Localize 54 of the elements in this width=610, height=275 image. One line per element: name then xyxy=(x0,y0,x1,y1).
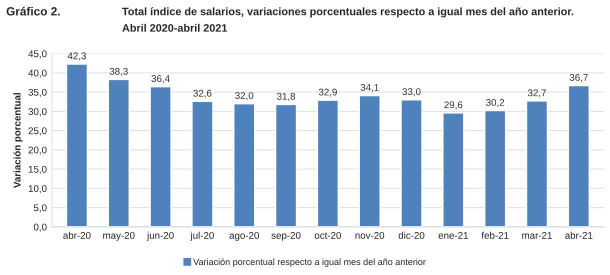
chart-subtitle: Abril 2020-abril 2021 xyxy=(122,24,228,32)
data-label: 32,7 xyxy=(528,89,546,98)
y-tick-label: 25,0 xyxy=(28,127,47,136)
x-tick-label: oct-20 xyxy=(314,232,342,239)
bar xyxy=(108,78,130,227)
y-tick-label: 35,0 xyxy=(28,88,47,97)
bar xyxy=(442,112,464,227)
chart-title: Total índice de salarios, variaciones porcentuales respecto a igual mes del año anterior. xyxy=(122,7,574,18)
y-tick-label: 10,0 xyxy=(28,185,47,194)
y-tick-label: 45,0 xyxy=(28,50,47,58)
bar xyxy=(526,100,548,227)
data-label: 36,4 xyxy=(152,75,170,84)
x-tick-label: ago-20 xyxy=(230,232,259,241)
bar xyxy=(191,100,214,227)
data-label: 29,6 xyxy=(444,101,462,110)
text: Gráfico 2. xyxy=(6,6,60,16)
x-tick-label: jun-20 xyxy=(146,232,174,241)
x-tick-label: jul-20 xyxy=(190,232,214,241)
y-axis-title: Variación porcentual xyxy=(13,93,23,188)
y-tick-label: 30,0 xyxy=(28,108,47,116)
bar xyxy=(316,100,340,227)
data-label: 32,9 xyxy=(318,88,337,97)
bar xyxy=(66,63,88,227)
data-label: 30,2 xyxy=(486,99,504,108)
y-tick-label: 5,0 xyxy=(34,204,47,212)
data-label: 42,3 xyxy=(68,52,86,60)
x-tick-label: nov-20 xyxy=(355,232,384,239)
x-tick-label: feb-21 xyxy=(482,232,508,239)
bar xyxy=(568,84,590,227)
y-tick-label: 0,0 xyxy=(34,224,47,232)
data-label: 34,1 xyxy=(360,84,379,92)
x-tick-label: may-20 xyxy=(103,232,135,241)
bar xyxy=(274,104,298,227)
y-tick-label: 40,0 xyxy=(28,70,47,78)
legend-label: Variación porcentual respecto a igual mes del año anterior xyxy=(193,258,426,267)
bar xyxy=(149,86,172,227)
y-tick-label: 20,0 xyxy=(28,146,47,155)
x-tick-label: abr-20 xyxy=(63,232,91,239)
x-tick-label: abr-21 xyxy=(565,232,592,239)
bar xyxy=(233,102,256,227)
data-label: 31,8 xyxy=(276,92,296,101)
bar xyxy=(358,94,381,227)
x-tick-label: ene-21 xyxy=(438,232,468,239)
x-tick-label: dic-20 xyxy=(398,232,424,239)
data-label: 38,3 xyxy=(110,68,128,76)
data-label: 32,6 xyxy=(193,90,212,98)
data-label: 32,0 xyxy=(235,92,254,100)
data-label: 33,0 xyxy=(402,88,421,96)
y-tick-label: 15,0 xyxy=(28,166,47,174)
x-tick-label: sep-20 xyxy=(271,232,301,241)
bar xyxy=(400,99,423,227)
x-tick-label: mar-21 xyxy=(522,232,552,239)
data-label: 36,7 xyxy=(570,74,588,82)
bar xyxy=(484,110,506,227)
